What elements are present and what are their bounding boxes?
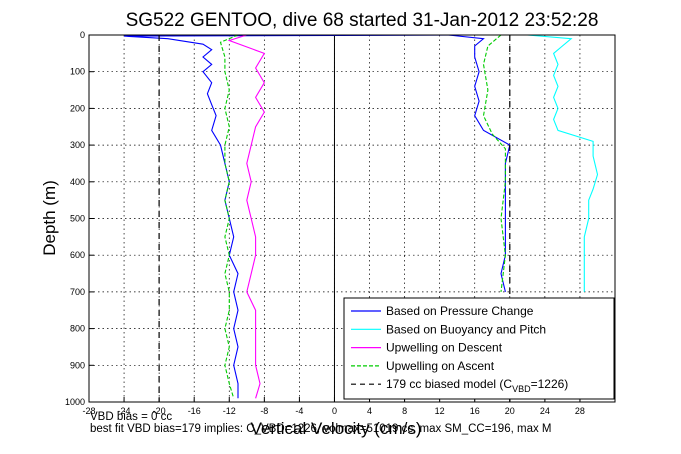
y-tick-label: 200: [70, 103, 85, 113]
x-tick-label: -16: [188, 406, 201, 416]
x-tick-label: 24: [540, 406, 550, 416]
y-tick-label: 800: [70, 324, 85, 334]
data-series: [124, 34, 599, 402]
x-tick-label: 0: [332, 406, 337, 416]
y-tick-label: 0: [80, 30, 85, 40]
y-tick-label: 400: [70, 177, 85, 187]
grid-lines: [89, 35, 615, 402]
legend-label: Based on Buoyancy and Pitch: [386, 322, 546, 336]
y-tick-label: 300: [70, 140, 85, 150]
series-line: [527, 34, 599, 292]
series-line: [124, 34, 475, 399]
y-tick-label: 500: [70, 214, 85, 224]
x-tick-label: 8: [402, 406, 407, 416]
x-tick-label: -20: [153, 406, 166, 416]
x-tick-label: -8: [260, 406, 268, 416]
series-line: [227, 34, 266, 399]
footer-note: VBD bias = 0 cc: [90, 411, 172, 423]
y-tick-label: 100: [70, 67, 85, 77]
x-tick-label: 4: [367, 406, 372, 416]
x-tick-label: -28: [82, 406, 95, 416]
x-tick-label: 28: [575, 406, 585, 416]
y-axis-label: Depth (m): [40, 180, 59, 256]
legend-label: Based on Pressure Change: [386, 304, 534, 318]
series-line: [482, 34, 506, 292]
x-axis-label: Vertical Velocity (cm/s): [251, 419, 422, 438]
x-tick-label: -12: [223, 406, 236, 416]
y-tick-label: 700: [70, 287, 85, 297]
series-line: [448, 34, 511, 293]
y-tick-label: 900: [70, 360, 85, 370]
legend-label: 179 cc biased model (CVBD=1226): [386, 377, 568, 394]
legend-label: Upwelling on Ascent: [386, 359, 495, 373]
y-tick-label: 1000: [65, 397, 85, 407]
legend-label: Upwelling on Descent: [386, 341, 503, 355]
y-tick-label: 600: [70, 250, 85, 260]
x-tick-label: 12: [435, 406, 445, 416]
series-line: [219, 34, 239, 399]
footer-note: best fit VBD bias=179 implies: C_VBD=122…: [90, 423, 552, 435]
legend: Based on Pressure Change Based on Buoyanc…: [343, 297, 615, 400]
x-tick-label: 20: [505, 406, 515, 416]
chart-title: SG522 GENTOO, dive 68 started 31-Jan-201…: [126, 10, 599, 31]
x-tick-label: 16: [470, 406, 480, 416]
x-tick-label: -24: [118, 406, 131, 416]
x-tick-label: -4: [295, 406, 303, 416]
legend-box: [343, 297, 615, 400]
